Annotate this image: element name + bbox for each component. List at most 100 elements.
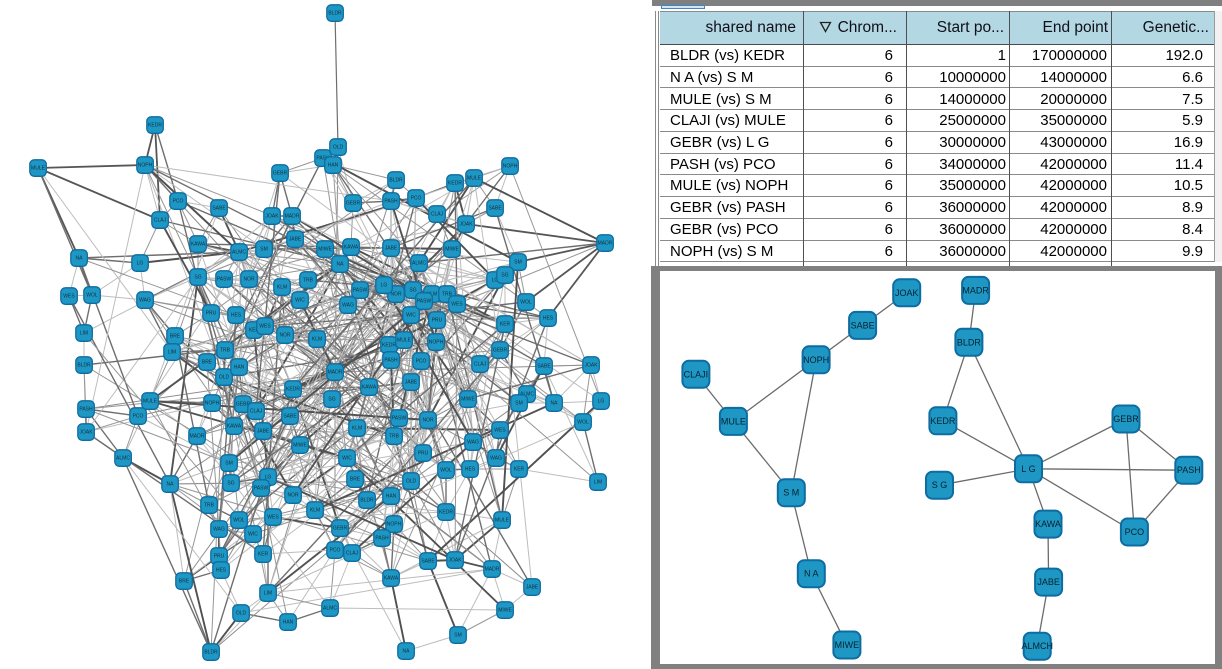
svg-text:WIC: WIC xyxy=(406,313,416,319)
svg-text:JABE: JABE xyxy=(289,237,302,243)
svg-text:NOPH: NOPH xyxy=(205,401,220,407)
svg-text:KAWA: KAWA xyxy=(227,424,242,430)
svg-text:PASH: PASH xyxy=(384,358,398,364)
svg-text:GEBR: GEBR xyxy=(333,526,348,532)
svg-text:PASH: PASH xyxy=(384,199,398,205)
svg-text:BRE: BRE xyxy=(202,360,213,366)
svg-text:MADR: MADR xyxy=(285,214,300,220)
svg-text:MIWE: MIWE xyxy=(461,397,475,403)
svg-text:JOAK: JOAK xyxy=(459,222,473,228)
svg-text:WAG: WAG xyxy=(139,298,151,304)
svg-text:PCO: PCO xyxy=(1125,527,1145,537)
svg-text:WOL: WOL xyxy=(233,518,245,524)
svg-text:PRU: PRU xyxy=(214,554,225,560)
svg-text:WOL: WOL xyxy=(86,293,98,299)
svg-text:S G: S G xyxy=(932,480,948,490)
svg-text:GEBR: GEBR xyxy=(346,201,361,207)
svg-text:L G: L G xyxy=(1021,464,1035,474)
svg-text:GEBR: GEBR xyxy=(1113,414,1139,424)
svg-text:JOAK: JOAK xyxy=(79,430,93,436)
svg-text:BLDR: BLDR xyxy=(957,337,982,347)
svg-text:NOPH: NOPH xyxy=(429,340,444,346)
svg-text:SABE: SABE xyxy=(421,559,435,565)
svg-text:KEDR: KEDR xyxy=(382,343,396,349)
svg-text:PASW: PASW xyxy=(217,277,232,283)
svg-text:ALMC: ALMC xyxy=(520,392,534,398)
svg-text:LG: LG xyxy=(265,475,272,481)
svg-text:CLAJI: CLAJI xyxy=(684,369,709,379)
svg-text:SG: SG xyxy=(501,273,508,279)
svg-text:WES: WES xyxy=(451,302,463,308)
svg-text:SG: SG xyxy=(227,481,234,487)
svg-text:TRB: TRB xyxy=(204,503,215,509)
svg-text:KLM: KLM xyxy=(352,426,362,432)
svg-text:TRB: TRB xyxy=(389,434,400,440)
svg-text:WAG: WAG xyxy=(490,456,502,462)
svg-text:PASW: PASW xyxy=(254,486,269,492)
svg-text:HAN: HAN xyxy=(234,365,245,371)
svg-text:PCO: PCO xyxy=(416,359,427,365)
svg-text:MADR: MADR xyxy=(485,567,500,573)
svg-text:JABE: JABE xyxy=(385,246,398,252)
svg-text:GEBR: GEBR xyxy=(493,348,508,354)
svg-text:OLD: OLD xyxy=(219,375,230,381)
svg-text:HES: HES xyxy=(543,316,554,322)
svg-text:JABE: JABE xyxy=(526,585,539,591)
svg-text:NOR: NOR xyxy=(422,418,434,424)
svg-text:KEDR: KEDR xyxy=(148,123,162,129)
svg-text:MIWE: MIWE xyxy=(318,247,332,253)
svg-text:SM: SM xyxy=(454,633,462,639)
svg-text:CLAJ: CLAJ xyxy=(346,551,359,557)
svg-text:BLDR: BLDR xyxy=(389,178,403,184)
svg-text:GEBR: GEBR xyxy=(236,402,251,408)
svg-text:BLDR: BLDR xyxy=(328,11,342,17)
svg-text:PRU: PRU xyxy=(206,311,217,317)
svg-text:MULE: MULE xyxy=(143,399,158,405)
svg-text:ALMC: ALMC xyxy=(323,606,337,612)
svg-text:MADR: MADR xyxy=(190,434,205,440)
svg-text:MULE: MULE xyxy=(721,416,746,426)
svg-text:BLDR: BLDR xyxy=(77,363,91,369)
svg-text:LIM: LIM xyxy=(264,591,272,597)
svg-text:SM: SM xyxy=(225,461,233,467)
svg-text:MIWE: MIWE xyxy=(835,640,860,650)
svg-text:SG: SG xyxy=(194,275,201,281)
svg-text:LG: LG xyxy=(492,278,499,284)
svg-text:PASH: PASH xyxy=(1177,465,1201,475)
svg-text:OLD: OLD xyxy=(333,145,344,151)
svg-text:MADR: MADR xyxy=(962,285,989,295)
svg-text:LG: LG xyxy=(381,283,388,289)
svg-text:MULE: MULE xyxy=(397,338,412,344)
svg-text:TRB: TRB xyxy=(220,348,231,354)
svg-text:MIWE: MIWE xyxy=(293,443,307,449)
svg-text:HES: HES xyxy=(231,313,242,319)
svg-text:PASH: PASH xyxy=(79,407,93,413)
svg-text:CLAJ: CLAJ xyxy=(431,212,444,218)
svg-text:KER: KER xyxy=(249,328,260,334)
svg-text:GEBR: GEBR xyxy=(273,171,288,177)
svg-text:CLAJ: CLAJ xyxy=(474,362,487,368)
svg-text:KLM: KLM xyxy=(312,337,322,343)
svg-text:MADR: MADR xyxy=(598,241,613,247)
svg-text:WAG: WAG xyxy=(342,303,354,309)
svg-text:HAN: HAN xyxy=(283,620,294,626)
svg-text:JABE: JABE xyxy=(405,380,418,386)
svg-text:PCO: PCO xyxy=(133,414,144,420)
svg-text:PASW: PASW xyxy=(417,299,432,305)
svg-text:BRE: BRE xyxy=(179,579,190,585)
svg-text:KAWA: KAWA xyxy=(362,385,377,391)
svg-text:JOAK: JOAK xyxy=(584,363,598,369)
svg-text:WES: WES xyxy=(494,428,506,434)
svg-text:OLD: OLD xyxy=(406,479,417,485)
svg-text:S M: S M xyxy=(783,488,799,498)
svg-text:LIM: LIM xyxy=(168,350,176,356)
svg-text:BLDR: BLDR xyxy=(204,650,218,656)
svg-text:HAN: HAN xyxy=(386,494,397,500)
svg-text:NOR: NOR xyxy=(243,277,255,283)
svg-text:KEDR: KEDR xyxy=(930,416,956,426)
svg-text:NOR: NOR xyxy=(287,493,299,499)
svg-text:KEDR: KEDR xyxy=(286,387,300,393)
svg-text:PASW: PASW xyxy=(392,416,407,422)
svg-text:PASH: PASH xyxy=(375,536,389,542)
svg-text:PASW: PASW xyxy=(353,288,368,294)
